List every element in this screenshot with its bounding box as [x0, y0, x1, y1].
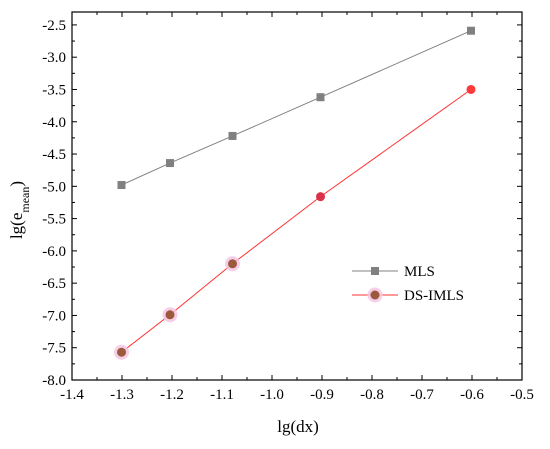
- plot-frame: [71, 11, 523, 381]
- y-label-prefix: lg(e: [7, 213, 26, 239]
- x-tick-label: -0.9: [310, 387, 334, 403]
- ds-imls-point: [117, 347, 126, 357]
- ds-imls-point: [466, 84, 476, 94]
- y-tick-label: -5.0: [42, 179, 66, 195]
- mls-point: [117, 181, 126, 190]
- y-tick-label: -3.0: [42, 50, 66, 66]
- y-axis-ticks: -8.0 -7.5 -7.0 -6.5 -6.0 -5.5 -5.0 -4.5 -4.0 -3.5…: [42, 18, 522, 389]
- y-tick-label: -4.5: [42, 147, 66, 163]
- plot-area: [71, 11, 523, 381]
- mls-point: [228, 131, 237, 140]
- x-tick-label: -1.2: [160, 387, 184, 403]
- y-tick-label: -7.5: [42, 341, 66, 357]
- x-tick-label: -1.3: [110, 387, 134, 403]
- y-tick-label: -6.0: [42, 244, 66, 260]
- legend-marker-ds-imls: [370, 290, 380, 300]
- x-tick-label: -0.8: [360, 387, 384, 403]
- mls-point: [166, 159, 174, 168]
- x-tick-label: -0.6: [460, 387, 484, 403]
- x-tick-label: -1.4: [60, 387, 84, 403]
- y-tick-label: -8.0: [42, 373, 66, 389]
- y-label-subscript: mean: [18, 187, 32, 213]
- mls-point: [467, 26, 475, 35]
- mls-point: [316, 93, 325, 102]
- x-tick-label: -0.5: [510, 387, 534, 403]
- legend-marker-mls: [371, 267, 379, 275]
- series-layer: [114, 26, 476, 360]
- x-tick-label: -1.0: [260, 387, 284, 403]
- x-tick-label: -0.7: [410, 387, 434, 403]
- y-tick-label: -3.5: [42, 82, 66, 98]
- y-axis-label: lg(emean): [7, 181, 32, 239]
- y-tick-label: -2.5: [42, 18, 66, 34]
- ds-imls-point: [316, 192, 325, 202]
- x-axis-ticks: -1.4 -1.3 -1.2 -1.1 -1.0 -0.9 -0.8 -0.7 -0.6 -0.5: [60, 12, 534, 403]
- x-axis-label: lg(dx): [277, 417, 319, 436]
- y-label-suffix: ): [7, 181, 26, 187]
- x-tick-label: -1.1: [210, 387, 234, 403]
- legend-label-1: DS-IMLS: [404, 288, 464, 304]
- y-tick-label: -5.5: [42, 212, 66, 228]
- y-tick-label: -6.5: [42, 276, 66, 292]
- legend-label-0: MLS: [404, 264, 435, 280]
- ds-imls-point: [165, 310, 175, 320]
- legend: MLS DS-IMLS: [352, 264, 464, 304]
- y-tick-label: -7.0: [42, 308, 66, 324]
- ds-imls-point: [228, 259, 237, 269]
- y-tick-label: -4.0: [42, 115, 66, 131]
